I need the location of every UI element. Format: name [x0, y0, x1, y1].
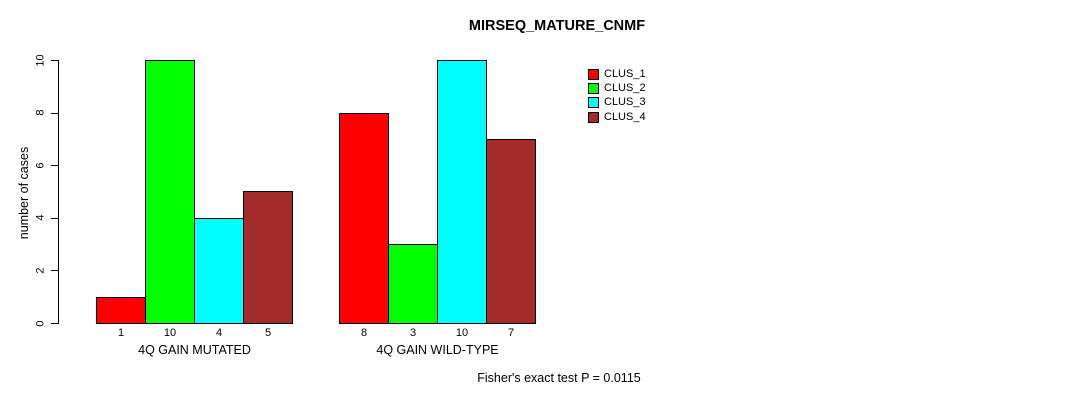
y-tick-label: 10 [34, 53, 47, 67]
legend-color-swatch [588, 111, 599, 123]
legend-item: CLUS_2 [588, 81, 646, 95]
y-axis-label: number of cases [17, 146, 31, 240]
bar-value-label: 1 [117, 327, 125, 339]
y-tick [51, 60, 58, 61]
y-axis-line [58, 60, 59, 324]
bar [145, 60, 195, 324]
legend-label: CLUS_1 [604, 67, 646, 80]
group-label: 4Q GAIN WILD-TYPE [376, 343, 499, 357]
bar-value-label: 10 [455, 327, 469, 339]
legend: CLUS_1 CLUS_2 CLUS_3 CLUS_4 [588, 67, 646, 124]
legend-item: CLUS_4 [588, 110, 646, 124]
legend-label: CLUS_3 [604, 96, 646, 109]
y-tick [51, 217, 58, 219]
legend-label: CLUS_4 [604, 110, 646, 123]
legend-item: CLUS_3 [588, 96, 646, 110]
y-tick [51, 323, 58, 324]
bar [194, 218, 244, 324]
bar-value-label: 4 [215, 327, 223, 339]
chart-title: MIRSEQ_MATURE_CNMF [468, 18, 646, 34]
bar [437, 60, 487, 324]
y-tick-label: 6 [34, 162, 47, 169]
y-tick-label: 0 [34, 319, 47, 327]
y-tick [51, 270, 58, 272]
legend-color-swatch [588, 68, 599, 80]
bar [96, 297, 146, 324]
bar-value-label: 7 [507, 327, 515, 339]
bar-value-label: 10 [163, 327, 177, 339]
legend-item: CLUS_1 [588, 67, 646, 81]
y-tick-label: 2 [34, 267, 47, 274]
bar [339, 113, 389, 324]
bar [243, 191, 293, 324]
group-label: 4Q GAIN MUTATED [138, 343, 251, 357]
y-tick [51, 165, 58, 167]
y-tick [51, 112, 58, 114]
bar-value-label: 5 [264, 327, 272, 339]
stat-annotation: Fisher's exact test P = 0.0115 [477, 371, 641, 385]
bar [486, 139, 536, 324]
legend-color-swatch [588, 97, 599, 109]
legend-label: CLUS_2 [604, 81, 646, 94]
bar-value-label: 8 [360, 327, 368, 339]
y-tick-label: 8 [34, 109, 47, 116]
bar [388, 244, 438, 324]
y-tick-label: 4 [34, 214, 47, 221]
legend-color-swatch [588, 82, 599, 94]
bar-value-label: 3 [409, 327, 417, 339]
